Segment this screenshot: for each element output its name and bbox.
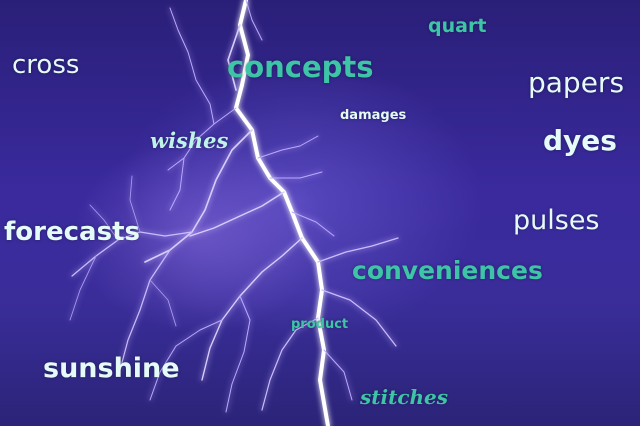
word-product: product [291, 317, 349, 332]
word-pulses: pulses [513, 205, 600, 236]
word-damages: damages [340, 108, 407, 123]
word-cross: cross [12, 50, 80, 80]
word-conveniences: conveniences [352, 256, 543, 285]
word-wishes: wishes [150, 128, 229, 153]
word-sunshine: sunshine [43, 353, 180, 384]
word-concepts: concepts [227, 50, 374, 84]
word-dyes: dyes [543, 124, 617, 157]
word-papers: papers [528, 66, 625, 99]
word-stitches: stitches [360, 385, 449, 409]
word-quart: quart [428, 15, 487, 37]
word-forecasts: forecasts [4, 217, 140, 247]
